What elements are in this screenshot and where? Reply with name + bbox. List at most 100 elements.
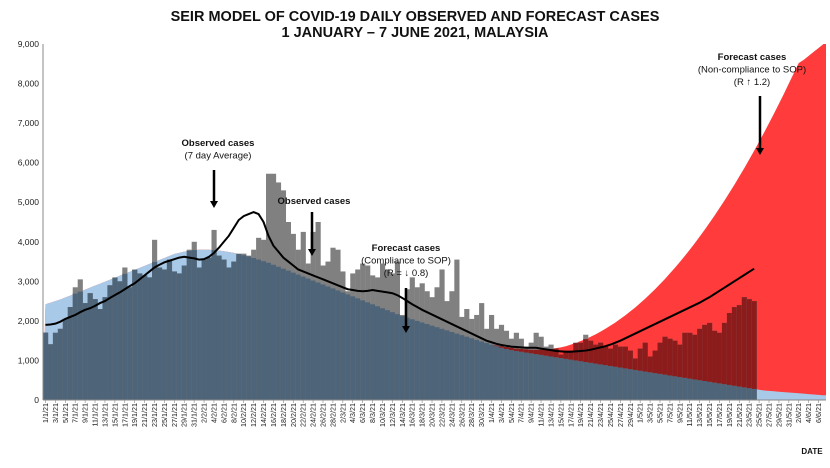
x-tick-label: 29/5/21 (774, 403, 783, 427)
overlap-blue-bar (384, 310, 391, 400)
overlap-blue-bar (97, 309, 103, 400)
annotation-forecast-compliance-line: (R = ↓ 0.8) (384, 268, 429, 279)
x-tick-label: 4/2/21 (209, 403, 218, 423)
x-tick-label: 1/1/21 (41, 403, 50, 423)
moving-average-line (45, 211, 755, 353)
x-tick-label: 7/5/21 (665, 403, 674, 423)
chart-title-line2: 1 JANUARY – 7 JUNE 2021, MALAYSIA (281, 25, 549, 41)
x-tick-label: 18/2/21 (279, 403, 288, 427)
overlap-blue-bar (602, 365, 609, 400)
x-tick-label: 14/2/21 (259, 403, 268, 427)
x-tick-label: 25/1/21 (160, 403, 169, 427)
x-tick-label: 17/1/21 (120, 403, 129, 427)
x-tick-label: 7/4/21 (517, 403, 526, 423)
overlap-red-bar (736, 305, 742, 387)
overlap-blue-bar (533, 354, 539, 400)
overlap-blue-bar (67, 307, 73, 400)
y-tick-label: 8,000 (18, 79, 40, 89)
overlap-red-bar (598, 342, 604, 365)
x-tick-label: 2/2/21 (200, 403, 209, 423)
x-tick-label: 19/4/21 (576, 403, 585, 427)
overlap-blue-bar (122, 273, 128, 400)
overlap-blue-bar (241, 255, 247, 400)
overlap-blue-bar (637, 370, 643, 400)
overlap-red-bar (588, 340, 594, 363)
overlap-blue-bar (176, 273, 182, 400)
overlap-red-bar (667, 338, 673, 376)
overlap-blue-bar (751, 388, 757, 400)
overlap-blue-bar (687, 378, 693, 400)
overlap-blue-bar (166, 259, 173, 400)
x-tick-label: 6/3/21 (358, 403, 367, 423)
overlap-blue-bar (350, 296, 356, 400)
overlap-red-bar (602, 346, 609, 366)
overlap-blue-bar (330, 288, 336, 400)
overlap-red-bar (677, 344, 683, 378)
x-tick-label: 19/1/21 (130, 403, 139, 427)
overlap-red-bar (528, 349, 534, 354)
x-tick-label: 31/5/21 (784, 403, 793, 427)
overlap-blue-bar (662, 374, 668, 400)
overlap-blue-bar (191, 250, 197, 400)
overlap-blue-bar (52, 332, 59, 400)
overlap-blue-bar (117, 281, 123, 400)
overlap-red-bar (627, 350, 633, 370)
overlap-red-bar (707, 322, 713, 382)
overlap-blue-bar (221, 259, 227, 400)
x-tick-label: 2/3/21 (338, 403, 347, 423)
overlap-blue-bar (43, 332, 49, 400)
overlap-blue-bar (746, 388, 752, 400)
x-tick-label: 15/4/21 (556, 403, 565, 427)
x-tick-label: 5/4/21 (507, 403, 516, 423)
overlap-red-bar (726, 312, 733, 385)
overlap-blue-bar (186, 250, 192, 400)
overlap-red-bar (682, 332, 688, 378)
overlap-blue-bar (464, 336, 470, 400)
x-tick-label: 11/4/21 (537, 403, 546, 426)
x-tick-label: 1/5/21 (636, 403, 645, 423)
overlap-red-bar (523, 349, 529, 353)
overlap-blue-bar (454, 333, 460, 400)
overlap-red-bar (702, 324, 708, 382)
overlap-red-bar (716, 332, 723, 384)
overlap-blue-bar (275, 266, 282, 400)
overlap-blue-bar (518, 351, 524, 400)
overlap-blue-bar (513, 350, 519, 400)
overlap-blue-bar (156, 267, 163, 400)
overlap-blue-bar (211, 250, 217, 400)
x-tick-label: 25/4/21 (606, 403, 615, 427)
overlap-blue-bar (652, 373, 658, 400)
overlap-blue-bar (206, 257, 212, 400)
overlap-blue-bar (365, 302, 371, 400)
overlap-blue-bar (508, 350, 514, 400)
overlap-red-bar (498, 346, 505, 348)
overlap-blue-bar (72, 293, 78, 400)
x-tick-label: 14/3/21 (398, 403, 407, 427)
overlap-red-bar (647, 356, 653, 373)
x-tick-label: 28/3/21 (467, 403, 476, 427)
overlap-blue-bar (503, 348, 510, 400)
x-tick-label: 29/4/21 (626, 403, 635, 427)
x-tick-label: 17/4/21 (566, 403, 575, 427)
overlap-red-bar (746, 299, 752, 389)
x-tick-label: 21/1/21 (140, 403, 149, 427)
x-tick-label: 13/4/21 (546, 403, 555, 427)
overlap-blue-bar (132, 269, 138, 400)
x-tick-label: 29/1/21 (180, 403, 189, 427)
overlap-blue-bar (77, 291, 83, 400)
x-tick-label: 6/2/21 (219, 403, 228, 423)
x-tick-label: 4/6/21 (804, 403, 813, 423)
overlap-blue-bar (484, 343, 490, 400)
x-tick-label: 11/1/21 (91, 403, 100, 426)
overlap-blue-bar (295, 274, 301, 400)
overlap-blue-bar (657, 373, 663, 400)
overlap-blue-bar (375, 306, 381, 400)
overlap-blue-bar (340, 292, 346, 400)
x-tick-label: 23/4/21 (596, 403, 605, 427)
overlap-blue-bar (568, 359, 574, 400)
overlap-blue-bar (370, 304, 376, 400)
overlap-blue-bar (617, 367, 624, 400)
overlap-blue-bar (409, 319, 415, 400)
x-tick-label: 25/5/21 (755, 403, 764, 427)
